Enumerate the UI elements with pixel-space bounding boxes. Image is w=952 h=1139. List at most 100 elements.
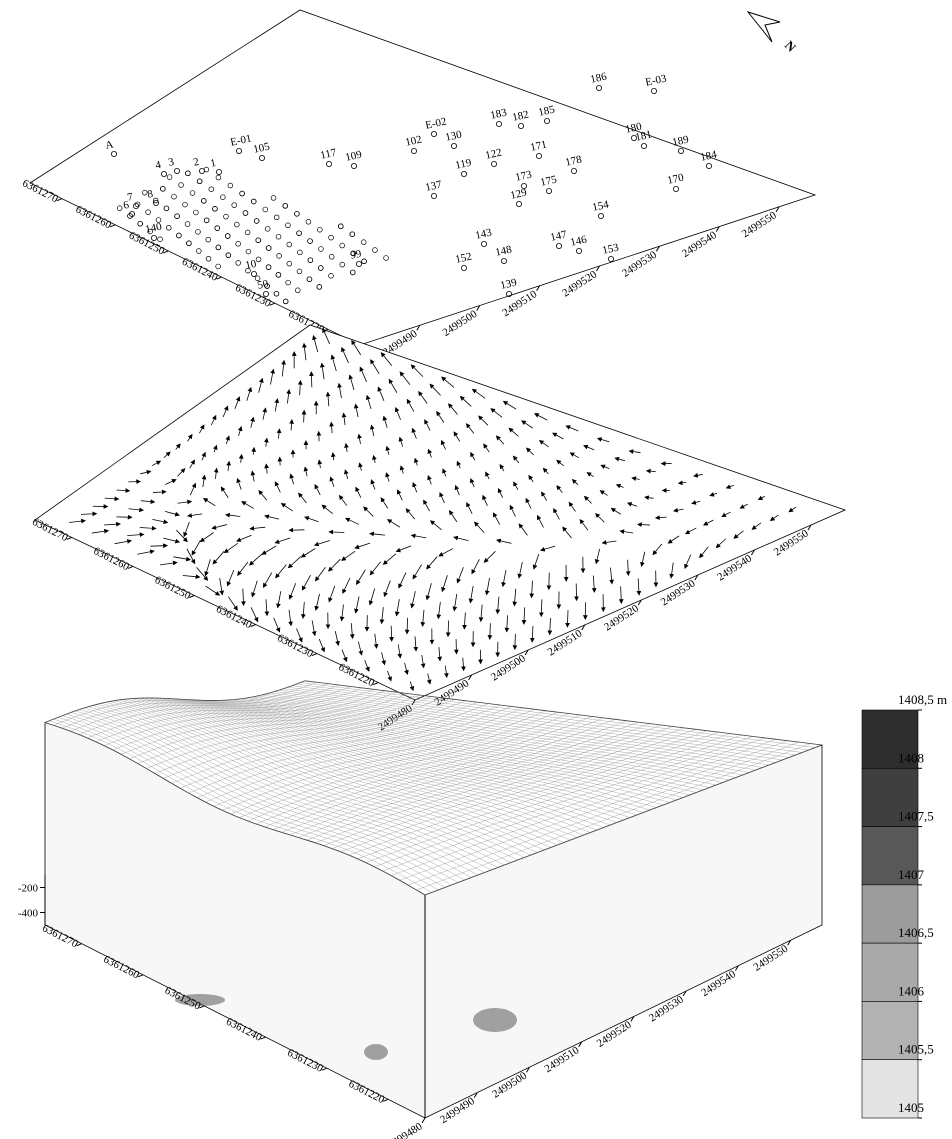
- mesh-line: [205, 700, 670, 803]
- well-marker: [430, 130, 437, 137]
- gradient-arrow: [709, 492, 718, 497]
- well-marker: [189, 190, 196, 196]
- mesh-line: [235, 699, 717, 786]
- well-marker: [505, 290, 512, 297]
- mesh-line: [416, 743, 811, 891]
- y-tick: [163, 250, 169, 254]
- gradient-arrow: [473, 521, 485, 533]
- gradient-arrow: [241, 588, 246, 607]
- gradient-arrow: [140, 499, 156, 505]
- gradient-arrow: [553, 507, 560, 520]
- well-marker: [350, 162, 357, 169]
- well-marker: [215, 168, 222, 175]
- well-label: 8: [146, 188, 154, 201]
- well-marker: [215, 263, 221, 270]
- y-tick: [373, 682, 379, 686]
- well-marker: [205, 236, 211, 243]
- mesh-line: [248, 697, 737, 778]
- well-label: 109: [344, 148, 363, 163]
- gradient-arrow: [261, 545, 277, 555]
- gradient-arrow: [236, 477, 242, 490]
- x-tick: [468, 674, 473, 681]
- gradient-arrow: [163, 451, 171, 458]
- gradient-arrow: [276, 591, 282, 609]
- mesh-line: [247, 714, 581, 822]
- well-marker: [178, 182, 184, 188]
- gradient-arrow: [631, 476, 640, 482]
- gradient-arrow: [211, 524, 228, 530]
- well-marker: [350, 269, 356, 276]
- gradient-arrow: [151, 460, 162, 467]
- gradient-arrow: [199, 424, 205, 434]
- well-marker: [214, 225, 221, 231]
- gradient-arrow: [411, 427, 417, 439]
- gradient-arrow: [456, 567, 464, 584]
- well-marker: [307, 257, 314, 263]
- gradient-arrow: [250, 416, 255, 428]
- gradient-arrow: [447, 403, 458, 415]
- gradient-arrow: [353, 403, 359, 418]
- well-marker: [196, 178, 203, 185]
- mesh-line: [287, 687, 796, 756]
- mesh-line: [274, 691, 776, 763]
- mesh-line: [120, 693, 409, 755]
- gradient-arrow: [341, 550, 356, 561]
- gradient-arrow: [501, 569, 507, 588]
- gradient-arrow: [640, 551, 646, 568]
- well-marker: [460, 264, 467, 271]
- gradient-arrow: [693, 472, 703, 478]
- x-tick: [524, 649, 529, 656]
- gradient-arrow: [438, 548, 454, 557]
- well-marker: [430, 192, 437, 199]
- gradient-arrow: [262, 407, 268, 420]
- mesh-line: [209, 700, 677, 801]
- gradient-arrow: [213, 467, 219, 480]
- gradient-arrow: [618, 586, 624, 604]
- gradient-arrow: [191, 540, 201, 556]
- gradient-arrow: [470, 451, 476, 461]
- gradient-arrow: [300, 548, 316, 558]
- mesh-line: [357, 733, 731, 859]
- well-label: A: [104, 138, 114, 151]
- mesh-line: [272, 719, 616, 830]
- well-marker: [250, 198, 257, 205]
- well-marker: [295, 287, 301, 294]
- gradient-arrow: [453, 431, 461, 442]
- x-tick: [536, 285, 541, 292]
- gradient-arrow: [319, 362, 325, 380]
- well-marker: [166, 174, 173, 180]
- gradient-arrow: [204, 559, 211, 577]
- gradient-arrow: [518, 523, 528, 536]
- well-marker: [350, 250, 356, 257]
- mesh-line: [70, 712, 465, 881]
- mesh-line: [122, 699, 545, 851]
- gradient-arrow: [739, 503, 748, 509]
- gradient-arrow: [625, 559, 631, 577]
- well-marker: [355, 260, 362, 267]
- well-marker: [193, 209, 199, 216]
- mesh-line: [88, 706, 492, 871]
- gradient-arrow: [314, 566, 326, 582]
- gradient-arrow: [595, 513, 605, 523]
- well-marker: [338, 223, 344, 230]
- gradient-arrow: [225, 435, 230, 445]
- gradient-arrow: [116, 488, 131, 493]
- gradient-arrow: [525, 447, 535, 456]
- well-marker: [361, 258, 367, 265]
- mesh-line: [261, 694, 756, 771]
- well-marker: [544, 118, 551, 125]
- gradient-arrow: [751, 522, 762, 530]
- gradient-arrow: [219, 577, 225, 596]
- well-marker: [254, 275, 261, 282]
- gradient-arrow: [329, 421, 334, 434]
- gradient-arrow: [186, 548, 196, 565]
- well-marker: [297, 249, 303, 256]
- well-marker: [176, 232, 182, 239]
- gradient-arrow: [495, 435, 505, 445]
- gradient-arrow: [287, 556, 302, 569]
- gradient-arrow: [495, 596, 501, 615]
- gradient-arrow: [199, 532, 214, 543]
- mesh-line: [148, 697, 584, 836]
- gradient-arrow: [382, 415, 388, 428]
- gradient-arrow: [288, 609, 293, 627]
